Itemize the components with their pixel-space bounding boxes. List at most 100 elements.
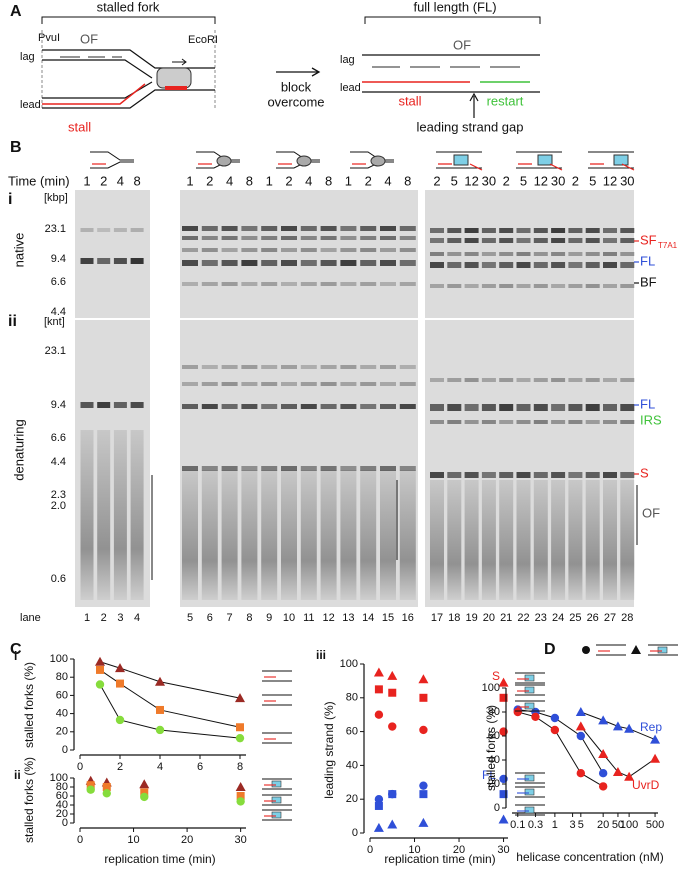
helicase: [370, 155, 386, 167]
band: [380, 466, 396, 471]
band: [97, 258, 111, 264]
x-tick-label: 0: [367, 844, 373, 856]
band: [464, 420, 479, 424]
x-tick-label: 0: [77, 761, 83, 773]
x-tick-label: 3: [570, 819, 576, 831]
band: [585, 262, 600, 268]
band: [585, 404, 600, 411]
band: [603, 420, 617, 424]
y-tick-label: 60: [346, 726, 358, 738]
band: [182, 260, 198, 266]
band: [261, 260, 278, 266]
band: [130, 228, 144, 232]
y-tick-label: 20: [346, 793, 358, 805]
unit-label: [kbp]: [44, 192, 68, 204]
band: [516, 262, 531, 268]
helicase: [216, 155, 232, 167]
band: [182, 466, 198, 471]
panel-label: C: [10, 641, 22, 658]
band: [241, 404, 258, 409]
band: [603, 228, 617, 233]
y-tick-label: 80: [56, 671, 68, 683]
helicase: [613, 154, 629, 166]
lane-label: 23: [535, 612, 547, 624]
panel-label: D: [544, 641, 556, 658]
band: [380, 365, 396, 369]
band: [300, 248, 317, 252]
band: [340, 260, 357, 266]
band-label: OF: [642, 505, 660, 520]
band: [620, 262, 635, 268]
arrow-label: block: [281, 79, 312, 94]
line: [42, 59, 153, 79]
band: [261, 282, 278, 286]
band: [320, 260, 337, 266]
data-point: [624, 771, 635, 781]
data-point: [418, 817, 429, 827]
arrow-label: overcome: [267, 94, 324, 109]
helicase: [524, 686, 535, 694]
time-label: 1: [186, 173, 193, 188]
band: [281, 248, 297, 252]
marker-label: 0.6: [51, 573, 66, 585]
band: [300, 404, 317, 409]
line: [515, 700, 545, 712]
data-point: [102, 783, 111, 791]
marker-label: 4.4: [51, 456, 66, 468]
band: [300, 382, 317, 386]
band: [320, 282, 337, 286]
smear: [603, 480, 617, 600]
band: [380, 404, 396, 409]
data-point: [155, 676, 165, 686]
smear: [80, 430, 94, 600]
marker-label: 2.3: [51, 489, 66, 501]
line: [518, 163, 563, 171]
band: [300, 226, 317, 231]
lane-label: 11: [303, 612, 314, 624]
band: [481, 238, 496, 243]
helicase: [524, 674, 535, 682]
time-label: 12: [534, 173, 548, 188]
data-point: [86, 781, 95, 790]
band: [340, 282, 357, 286]
band: [80, 258, 94, 264]
band: [551, 378, 566, 382]
smear: [464, 480, 479, 600]
block: [165, 86, 187, 90]
band: [568, 262, 583, 268]
band: [241, 466, 258, 471]
line: [469, 92, 479, 102]
band: [182, 248, 198, 252]
smear: [516, 480, 531, 600]
smear: [447, 480, 462, 600]
time-label: 2: [503, 173, 510, 188]
band: [360, 382, 377, 386]
band: [241, 282, 258, 286]
line: [262, 794, 292, 806]
series-line: [517, 709, 604, 774]
band: [380, 236, 396, 240]
data-point: [650, 753, 661, 763]
band: [568, 228, 583, 233]
lane-label: 12: [322, 612, 334, 624]
lane-label: 25: [569, 612, 581, 624]
band: [221, 226, 238, 231]
y-tick-label: 40: [488, 754, 500, 766]
band: [360, 260, 377, 266]
band: [261, 404, 278, 409]
band: [533, 420, 548, 424]
smear: [533, 480, 548, 600]
band: [261, 382, 278, 386]
band: [499, 252, 514, 256]
data-point: [236, 792, 245, 800]
line: [172, 58, 187, 66]
smear: [261, 470, 278, 600]
annotation: UvrD: [632, 778, 660, 792]
y-tick-label: 60: [56, 790, 68, 802]
band: [182, 282, 198, 286]
band: [464, 284, 479, 288]
band: [380, 248, 396, 252]
data-point: [624, 723, 635, 733]
band-label: SF: [640, 232, 657, 247]
